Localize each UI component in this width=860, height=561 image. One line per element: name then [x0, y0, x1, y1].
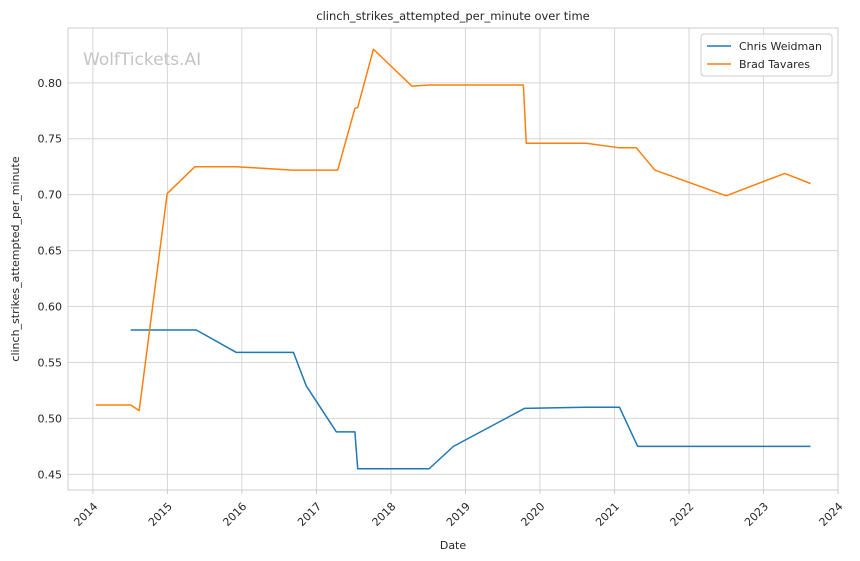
y-tick-label: 0.55	[38, 356, 63, 369]
y-tick-label: 0.60	[38, 301, 63, 314]
y-axis-ticks: 0.45 0.50 0.55 0.60 0.65 0.70 0.75 0.80	[38, 77, 63, 482]
y-tick-label: 0.65	[38, 245, 63, 258]
y-tick-label: 0.50	[38, 412, 63, 425]
series-line-2	[95, 48, 811, 412]
y-tick-label: 0.80	[38, 77, 63, 90]
plot-frame	[67, 27, 839, 491]
series-line-1	[130, 329, 811, 470]
y-tick-label: 0.75	[38, 133, 63, 146]
y-tick-label: 0.70	[38, 189, 63, 202]
series-layer	[95, 48, 811, 470]
legend-label: Chris Weidman	[739, 40, 822, 53]
y-axis-title: clinch_strikes_attempted_per_minute	[9, 156, 22, 361]
legend: Chris Weidman Brad Tavares	[700, 33, 833, 77]
chart-title: clinch_strikes_attempted_per_minute over…	[316, 9, 589, 23]
watermark-text: WolfTickets.AI	[83, 50, 201, 70]
legend-label: Brad Tavares	[739, 58, 810, 71]
y-tick-label: 0.45	[38, 468, 63, 481]
x-axis-title: Date	[440, 539, 467, 552]
legend-box	[700, 33, 833, 77]
